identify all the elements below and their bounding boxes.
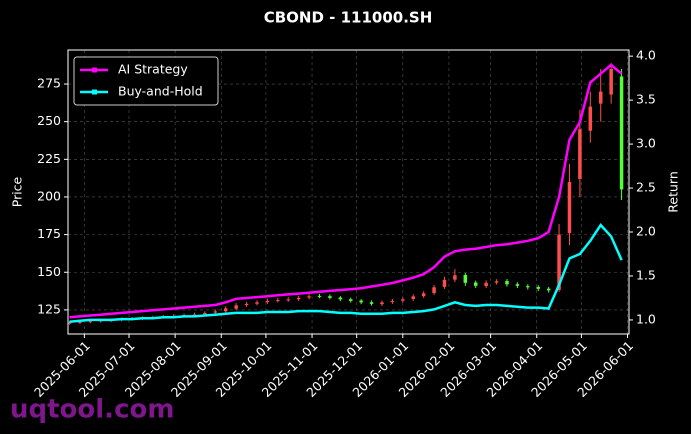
- legend-marker: [92, 89, 97, 95]
- candle-body: [286, 299, 290, 301]
- y2-tick-label: 3.0: [636, 136, 656, 151]
- series-line: [69, 222, 623, 323]
- candle-body: [515, 284, 520, 286]
- y-tick-label: 175: [37, 226, 61, 241]
- legend-label: AI Strategy: [118, 62, 188, 77]
- y2-tick-label: 4.0: [636, 48, 656, 63]
- candle-body: [546, 288, 551, 291]
- candle-body: [421, 293, 426, 297]
- y-tick-label: 275: [37, 76, 61, 91]
- candle-body: [484, 282, 488, 287]
- candle-body: [88, 321, 93, 323]
- candle-body: [328, 296, 332, 298]
- y-tick-label: 150: [37, 264, 61, 279]
- candle-body: [234, 305, 238, 309]
- candle-body: [567, 181, 572, 234]
- legend: AI Strategy Buy-and-Hold: [73, 56, 219, 106]
- candle-body: [296, 297, 301, 300]
- candle-body: [432, 287, 436, 294]
- chart-title: CBOND - 111000.SH: [264, 9, 433, 27]
- series-line: [69, 63, 623, 319]
- candle-body: [213, 311, 218, 313]
- candle-body: [494, 281, 499, 283]
- candle-body: [536, 287, 540, 289]
- candle-body: [317, 295, 322, 297]
- candle-body: [411, 296, 415, 300]
- candle-body: [67, 322, 72, 324]
- candle-body: [276, 300, 280, 302]
- candle-body: [619, 76, 624, 190]
- watermark: uqtool.com: [10, 395, 174, 425]
- candle-body: [557, 234, 561, 291]
- candle-body: [338, 297, 343, 300]
- y-tick-label: 200: [37, 188, 61, 203]
- candle-body: [588, 106, 593, 131]
- candle-body: [401, 299, 405, 301]
- candle-body: [598, 91, 603, 104]
- y2-tick-label: 1.5: [636, 267, 656, 282]
- candle-body: [442, 279, 447, 287]
- candle-body: [223, 308, 228, 312]
- y2-tick-label: 2.0: [636, 224, 656, 239]
- legend-label: Buy-and-Hold: [118, 84, 203, 99]
- candle-body: [526, 286, 530, 288]
- legend-box: [73, 56, 219, 106]
- legend-marker: [92, 67, 97, 73]
- y-tick-label: 250: [37, 113, 61, 128]
- candle-body: [348, 299, 353, 301]
- candle-body: [463, 274, 468, 283]
- candle-body: [203, 312, 207, 315]
- candle-body: [473, 282, 478, 286]
- candle-body: [369, 302, 374, 304]
- candle-body: [192, 314, 197, 316]
- y2-axis-label: Return: [666, 171, 681, 212]
- candle-body: [244, 303, 249, 306]
- candle-body: [390, 300, 395, 303]
- candle-body: [265, 300, 270, 303]
- candle-body: [255, 302, 259, 304]
- y2-tick-label: 1.0: [636, 311, 656, 326]
- y-axis-label: Price: [10, 176, 25, 207]
- y-tick-label: 225: [37, 151, 61, 166]
- plot-frame: [67, 49, 630, 335]
- candle-body: [359, 300, 363, 303]
- candle-body: [578, 129, 582, 179]
- candle-body: [453, 275, 457, 280]
- candle-body: [78, 321, 82, 323]
- candle-body: [380, 302, 384, 305]
- candle-body: [609, 68, 613, 95]
- y2-tick-label: 2.5: [636, 180, 656, 195]
- y2-tick-label: 3.5: [636, 92, 656, 107]
- y-tick-label: 125: [37, 301, 61, 316]
- candle-body: [307, 296, 311, 298]
- candle-body: [505, 280, 509, 285]
